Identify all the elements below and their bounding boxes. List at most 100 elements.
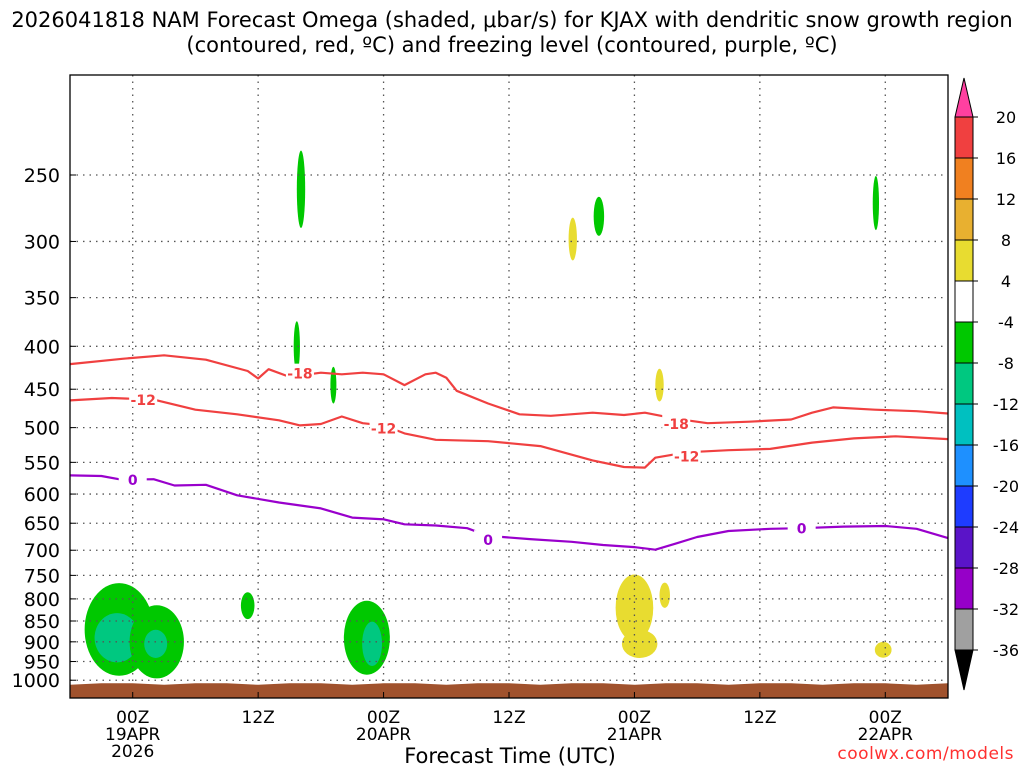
- x-tick-date: 21APR: [607, 725, 663, 745]
- omega-region: [568, 217, 577, 261]
- x-tick-label: 00Z: [618, 708, 651, 728]
- ground-layer: [70, 683, 948, 698]
- y-tick-label: 550: [24, 452, 60, 474]
- x-tick-label: 00Z: [367, 708, 400, 728]
- colorbar-swatch: [954, 526, 974, 569]
- x-tick-date: 22APR: [858, 725, 914, 745]
- colorbar-swatch: [954, 321, 974, 364]
- isotherm-label-bg: [285, 363, 314, 381]
- isotherm-label: 0: [483, 533, 493, 549]
- colorbar-label: -20: [993, 477, 1019, 496]
- y-tick-label: 600: [24, 484, 60, 506]
- colorbar-label: -28: [993, 559, 1019, 578]
- omega-region: [144, 629, 168, 658]
- y-tick-label: 750: [24, 565, 60, 587]
- axes-layer: 2503003504004505005506006507007508008509…: [12, 74, 949, 762]
- colorbar-swatch: [954, 608, 974, 651]
- isotherm-label: 0: [128, 473, 138, 489]
- omega-region: [874, 641, 892, 658]
- colorbar-top-arrow: [954, 77, 974, 118]
- colorbar-label: -12: [993, 395, 1019, 414]
- isotherm-label: -12: [131, 393, 156, 409]
- y-tick-label: 850: [24, 611, 60, 633]
- colorbar-swatch: [954, 116, 974, 159]
- colorbar-swatch: [954, 362, 974, 405]
- y-tick-label: 650: [24, 513, 60, 535]
- y-tick-label: 500: [24, 418, 60, 440]
- colorbar-swatch: [954, 280, 974, 323]
- colorbar-swatch: [954, 567, 974, 610]
- colorbar-label: 12: [996, 190, 1016, 209]
- y-tick-label: 300: [24, 231, 60, 253]
- omega-shading-layer: [84, 150, 892, 679]
- x-tick-label: 00Z: [116, 708, 149, 728]
- omega-region: [593, 196, 605, 236]
- credit-link[interactable]: coolwx.com/models: [837, 744, 1014, 764]
- isotherm-label: -18: [287, 367, 312, 383]
- colorbar-label: -8: [998, 354, 1014, 373]
- colorbar-swatch: [954, 444, 974, 487]
- isotherm-label: -12: [674, 450, 699, 466]
- y-tick-label: 1000: [12, 670, 60, 692]
- colorbar-label: -36: [993, 641, 1019, 660]
- isotherm-label-bg: [474, 530, 503, 548]
- x-tick-label: 12Z: [743, 708, 776, 728]
- chart-title: 2026041818 NAM Forecast Omega (shaded, μ…: [11, 8, 1013, 57]
- y-tick-label: 400: [24, 336, 60, 358]
- omega-region: [296, 150, 306, 228]
- omega-region: [621, 629, 658, 658]
- omega-region: [655, 368, 664, 402]
- colorbar-swatch: [954, 157, 974, 200]
- ground-surface: [70, 683, 948, 698]
- colorbar-label: 20: [996, 108, 1016, 127]
- grid-layer: [70, 75, 948, 698]
- x-axis-label: Forecast Time (UTC): [404, 744, 616, 768]
- isotherm-label-bg: [672, 446, 701, 464]
- x-tick-date: 19APR: [105, 725, 161, 745]
- isotherm-line: [69, 396, 949, 469]
- colorbar-label: 16: [996, 149, 1016, 168]
- isotherm-label-bg: [662, 414, 691, 432]
- y-tick-label: 950: [24, 652, 60, 674]
- omega-region: [872, 176, 880, 231]
- isotherm-line: [69, 354, 949, 425]
- colorbar-swatch: [954, 198, 974, 241]
- omega-region: [94, 613, 140, 663]
- x-tick-year: 2026: [111, 742, 154, 762]
- y-tick-label: 250: [24, 165, 60, 187]
- plot-frame: [69, 74, 949, 699]
- y-tick-label: 700: [24, 540, 60, 562]
- colorbar-label: -16: [993, 436, 1019, 455]
- x-tick-label: 12Z: [242, 708, 275, 728]
- x-tick-label: 00Z: [869, 708, 902, 728]
- colorbar-label: 4: [1001, 272, 1011, 291]
- colorbar-label: -32: [993, 600, 1019, 619]
- isotherm-label-bg: [369, 418, 398, 436]
- omega-region: [293, 321, 300, 372]
- colorbar-label: -24: [993, 518, 1019, 537]
- omega-region: [615, 574, 654, 642]
- isotherm-label: -12: [371, 422, 396, 438]
- y-tick-label: 350: [24, 288, 60, 310]
- x-tick-label: 12Z: [492, 708, 525, 728]
- colorbar-swatch: [954, 403, 974, 446]
- isotherm-label-bg: [129, 389, 158, 407]
- omega-region: [362, 621, 383, 667]
- colorbar-label: -4: [998, 313, 1014, 332]
- colorbar-label: 8: [1001, 231, 1011, 250]
- x-tick-date: 20APR: [356, 725, 412, 745]
- colorbar-swatch: [954, 485, 974, 528]
- colorbar: 20 16 12 8 4 -4 -8 -12 -16 -20 -24 -28 -32 -36: [954, 77, 1019, 691]
- omega-region: [659, 582, 670, 608]
- colorbar-bottom-arrow: [954, 649, 974, 691]
- y-tick-label: 800: [24, 589, 60, 611]
- isotherm-label-bg: [118, 470, 147, 488]
- y-tick-label: 900: [24, 632, 60, 654]
- isotherm-layer: -18 -18 -12 -12 -12 0 0 0: [69, 354, 949, 551]
- isotherm-line: [69, 474, 949, 551]
- omega-region: [330, 366, 337, 404]
- isotherm-label: -18: [664, 417, 689, 433]
- colorbar-swatch: [954, 239, 974, 282]
- y-tick-label: 450: [24, 379, 60, 401]
